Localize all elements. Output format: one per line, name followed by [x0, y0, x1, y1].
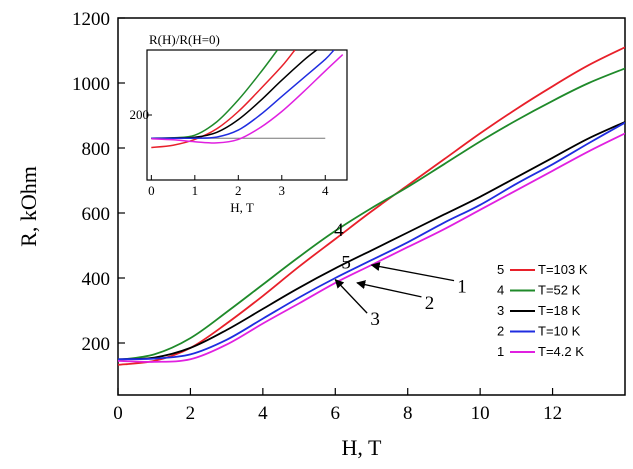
curve-label-2: 2 [425, 293, 435, 314]
y-tick-label: 1200 [72, 9, 110, 30]
arrow-1 [370, 262, 455, 282]
inset-series-line [151, 50, 335, 140]
curve-annotations: 4 5 1 2 3 [334, 220, 467, 330]
legend-number: 3 [497, 303, 504, 318]
x-tick-label: 4 [258, 403, 268, 424]
curve-label-5: 5 [341, 252, 351, 273]
main-series-group [118, 46, 625, 366]
inset-series-line [151, 54, 344, 144]
legend-label: T=18 K [538, 303, 581, 318]
legend-number: 2 [497, 324, 504, 339]
inset-x-tick-label: 3 [279, 183, 286, 198]
legend: 5 T=103 K 4 T=52 K 3 T=18 K 2 T=10 K 1 T=4.2 K [497, 262, 588, 359]
legend-label: T=10 K [538, 324, 581, 339]
series-line-5 [118, 46, 625, 366]
main-plot-frame [117, 17, 626, 396]
x-tick-label: 2 [186, 403, 196, 424]
inset-title: R(H)/R(H=0) [149, 32, 220, 47]
inset-frame [146, 49, 348, 181]
y-tick-label: 800 [82, 139, 111, 160]
arrow-3 [334, 278, 368, 314]
inset-x-tick-label: 2 [235, 183, 242, 198]
inset-x-axis-label: H, T [230, 200, 254, 215]
legend-number: 5 [497, 262, 504, 277]
y-tick-label: 1000 [72, 74, 110, 95]
series-line-3 [118, 121, 625, 361]
x-axis-label: H, T [342, 435, 382, 460]
legend-label: T=103 K [538, 262, 588, 277]
inset-x-tick-label: 1 [192, 183, 199, 198]
legend-label: T=52 K [538, 283, 581, 298]
x-tick-label: 10 [471, 403, 490, 424]
curve-label-1: 1 [457, 277, 467, 298]
inset-series-line [151, 50, 296, 149]
x-tick-label: 0 [113, 403, 123, 424]
y-tick-label: 200 [82, 334, 111, 355]
inset-x-tick-label: 0 [148, 183, 155, 198]
legend-label: T=4.2 K [538, 344, 584, 359]
legend-number: 4 [497, 283, 504, 298]
series-line-4 [118, 67, 625, 361]
x-tick-label: 12 [543, 403, 562, 424]
inset-x-tick-label: 4 [322, 183, 329, 198]
x-tick-label: 8 [403, 403, 413, 424]
inset-series-group [151, 50, 344, 149]
y-axis-label: R, kOhm [16, 166, 41, 247]
y-tick-label: 600 [82, 204, 111, 225]
inset-y-tick-label: 200 [130, 107, 150, 122]
series-line-2 [118, 121, 625, 361]
arrow-2 [356, 280, 422, 298]
legend-number: 1 [497, 344, 504, 359]
y-tick-label: 400 [82, 269, 111, 290]
curve-label-3: 3 [370, 309, 380, 330]
x-tick-label: 6 [331, 403, 341, 424]
curve-label-4: 4 [334, 220, 344, 241]
inset-plot: R(H)/R(H=0) 0 1 2 3 4 200 H, T [130, 32, 348, 215]
